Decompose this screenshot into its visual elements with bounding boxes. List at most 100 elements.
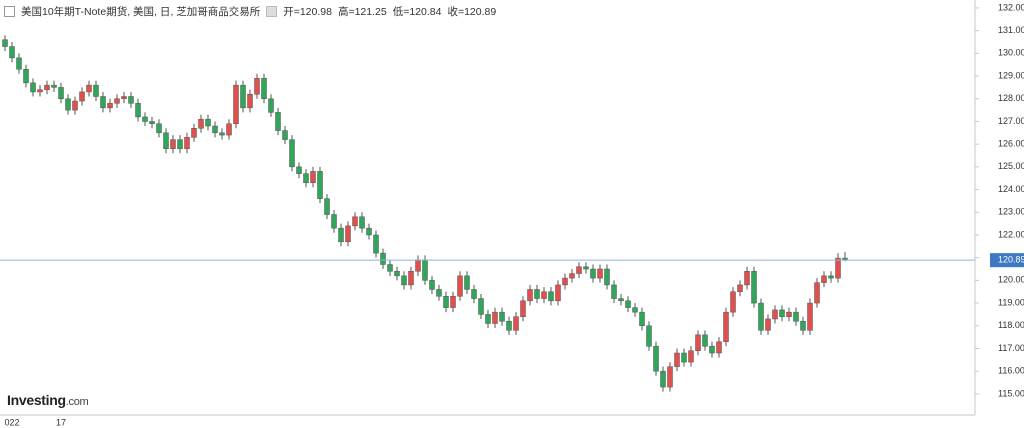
candle-body	[205, 118, 211, 127]
candle-body	[198, 118, 204, 129]
y-tick-label: 116.00	[998, 366, 1024, 376]
y-tick-label: 115.00	[998, 388, 1024, 398]
x-tick-label: 17	[56, 417, 66, 427]
candle-body	[548, 291, 554, 302]
candle-body	[527, 289, 533, 302]
header: 美国10年期T-Note期货, 美国, 日, 芝加哥商品交易所 开=120.98…	[0, 0, 496, 22]
candle-body	[135, 103, 141, 118]
y-tick-label: 124.00	[998, 184, 1024, 194]
candle-body	[268, 98, 274, 113]
candle-body	[2, 39, 8, 47]
candle-body	[800, 320, 806, 331]
candle-body	[415, 259, 421, 272]
candle-body	[723, 311, 729, 342]
candle-body	[275, 112, 281, 131]
candle-body	[709, 345, 715, 354]
candle-body	[758, 302, 764, 331]
collapse-icon[interactable]	[4, 5, 15, 17]
candle-body	[93, 84, 99, 97]
candle-body	[828, 275, 834, 279]
y-tick-label: 125.00	[998, 161, 1024, 171]
candle-body	[737, 284, 743, 292]
ohlc-open: 开=120.98	[283, 5, 332, 18]
candle-body	[478, 298, 484, 315]
logo-brand: Investing	[7, 392, 66, 408]
candle-body	[422, 259, 428, 281]
candle-body	[142, 116, 148, 122]
y-tick-label: 123.00	[998, 207, 1024, 217]
candle-body	[51, 84, 57, 88]
candle-body	[590, 268, 596, 279]
ohlc-high: 高=121.25	[337, 5, 387, 18]
candle-body	[184, 137, 190, 149]
candle-body	[387, 264, 393, 272]
y-tick-label: 118.00	[998, 320, 1024, 330]
candle-body	[401, 275, 407, 286]
candle-body	[240, 84, 246, 109]
candle-body	[625, 300, 631, 308]
candle-body	[37, 89, 43, 93]
candle-body	[177, 139, 183, 149]
candle-body	[9, 46, 15, 59]
candle-body	[779, 309, 785, 317]
candle-body	[520, 300, 526, 317]
candle-body	[100, 96, 106, 109]
candle-body	[450, 296, 456, 308]
last-price-label: 120.89	[998, 255, 1024, 265]
candle-body	[506, 320, 512, 331]
candle-body	[583, 266, 589, 270]
y-tick-label: 131.00	[998, 25, 1024, 35]
candle-body	[611, 284, 617, 299]
candle-body	[793, 311, 799, 322]
candle-body	[296, 166, 302, 174]
candle-body	[821, 275, 827, 283]
candle-body	[513, 316, 519, 331]
candle-body	[646, 325, 652, 347]
candle-body	[772, 309, 778, 320]
candle-body	[695, 334, 701, 352]
candle-body	[282, 130, 288, 140]
candle-body	[128, 96, 134, 104]
logo: Investing.com	[7, 392, 89, 408]
candle-body	[366, 227, 372, 236]
ohlc-low: 低=120.84	[392, 5, 442, 18]
x-tick-label: 022	[4, 417, 19, 427]
candle-body	[107, 103, 113, 109]
candle-body	[555, 284, 561, 302]
toggle-icon[interactable]	[266, 5, 278, 17]
candle-body	[604, 268, 610, 286]
candle-body	[310, 171, 316, 184]
candle-body	[541, 291, 547, 299]
candle-body	[149, 121, 155, 124]
candle-body	[247, 93, 253, 109]
candle-body	[30, 82, 36, 93]
y-tick-label: 132.00	[998, 2, 1024, 12]
y-tick-label: 117.00	[998, 343, 1024, 353]
candle-body	[499, 311, 505, 322]
candle-body	[457, 275, 463, 297]
candle-body	[744, 271, 750, 286]
candle-body	[380, 252, 386, 265]
candle-body	[765, 318, 771, 331]
candle-body	[191, 128, 197, 138]
candle-body	[786, 311, 792, 317]
candle-body	[576, 266, 582, 274]
candle-body	[170, 139, 176, 149]
y-tick-label: 119.00	[998, 297, 1024, 307]
candle-body	[359, 216, 365, 229]
candle-body	[681, 352, 687, 363]
candle-body	[233, 84, 239, 124]
y-tick-label: 128.00	[998, 93, 1024, 103]
candle-body	[436, 289, 442, 297]
candle-body	[163, 132, 169, 149]
candle-body	[331, 214, 337, 229]
candle-body	[121, 96, 127, 100]
candle-body	[261, 78, 267, 100]
candle-body	[86, 84, 92, 93]
candle-body	[471, 289, 477, 299]
candle-body	[156, 123, 162, 134]
candle-body	[16, 57, 22, 70]
candle-body	[632, 307, 638, 313]
